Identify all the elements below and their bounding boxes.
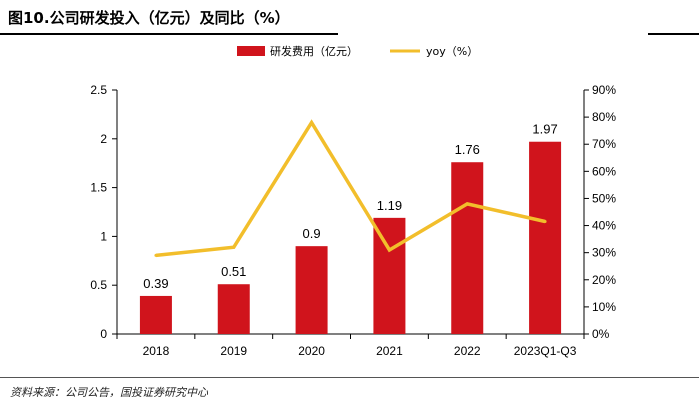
y-left-tick-label: 0 [100, 327, 107, 341]
yoy-point [310, 121, 314, 125]
y-right-tick-label: 70% [592, 137, 616, 151]
bar [529, 141, 562, 334]
yoy-point [465, 202, 469, 206]
y-right-tick-label: 40% [592, 219, 616, 233]
y-right-tick-label: 60% [592, 164, 616, 178]
y-left-tick-label: 2.5 [90, 83, 107, 97]
y-right-tick-label: 10% [592, 300, 616, 314]
y-right-tick-label: 30% [592, 246, 616, 260]
yoy-point [154, 253, 158, 257]
source-note: 资料来源：公司公告，国投证券研究中心 [10, 386, 208, 399]
figure-title: 图10.公司研发投入（亿元）及同比（%） [8, 9, 290, 27]
legend-swatch-bar [237, 46, 265, 56]
x-tick-label: 2022 [454, 344, 481, 358]
x-tick-label: 2021 [376, 344, 403, 358]
y-right-tick-label: 50% [592, 191, 616, 205]
y-right-tick-label: 20% [592, 273, 616, 287]
title-underline-right [648, 33, 699, 35]
bar [217, 284, 250, 334]
y-right-tick-label: 80% [592, 110, 616, 124]
yoy-point [387, 248, 391, 252]
x-tick-label: 2020 [298, 344, 325, 358]
yoy-point [232, 245, 236, 249]
bar [295, 246, 328, 334]
x-tick-label: 2018 [143, 344, 170, 358]
bar-data-label: 1.76 [455, 142, 480, 157]
y-left-tick-label: 0.5 [90, 278, 107, 292]
y-left-tick-label: 1 [100, 229, 107, 243]
bar [373, 217, 406, 334]
x-tick-label: 2019 [220, 344, 247, 358]
bar-data-label: 0.9 [303, 226, 321, 241]
chart-area: 研发费用（亿元） yoy（%）00.511.522.50%10%20%30%40%… [90, 44, 616, 358]
yoy-line [155, 119, 546, 258]
bar-data-label: 0.39 [143, 276, 168, 291]
footer-divider [0, 377, 699, 378]
legend-label-line: yoy（%） [426, 45, 478, 58]
title-underline [0, 33, 338, 35]
legend-label-bar: 研发费用（亿元） [270, 44, 358, 58]
y-left-tick-label: 2 [100, 132, 107, 146]
bar-data-label: 0.51 [221, 264, 246, 279]
bar [139, 295, 172, 334]
y-right-tick-label: 90% [592, 83, 616, 97]
y-right-tick-label: 0% [592, 327, 610, 341]
x-tick-label: 2023Q1-Q3 [514, 344, 577, 358]
bar-data-label: 1.19 [377, 198, 402, 213]
bar [451, 162, 484, 334]
yoy-point [543, 219, 547, 223]
figure-title-bar: 图10.公司研发投入（亿元）及同比（%） [0, 0, 699, 36]
bar-data-label: 1.97 [532, 122, 557, 137]
y-left-tick-label: 1.5 [90, 181, 107, 195]
